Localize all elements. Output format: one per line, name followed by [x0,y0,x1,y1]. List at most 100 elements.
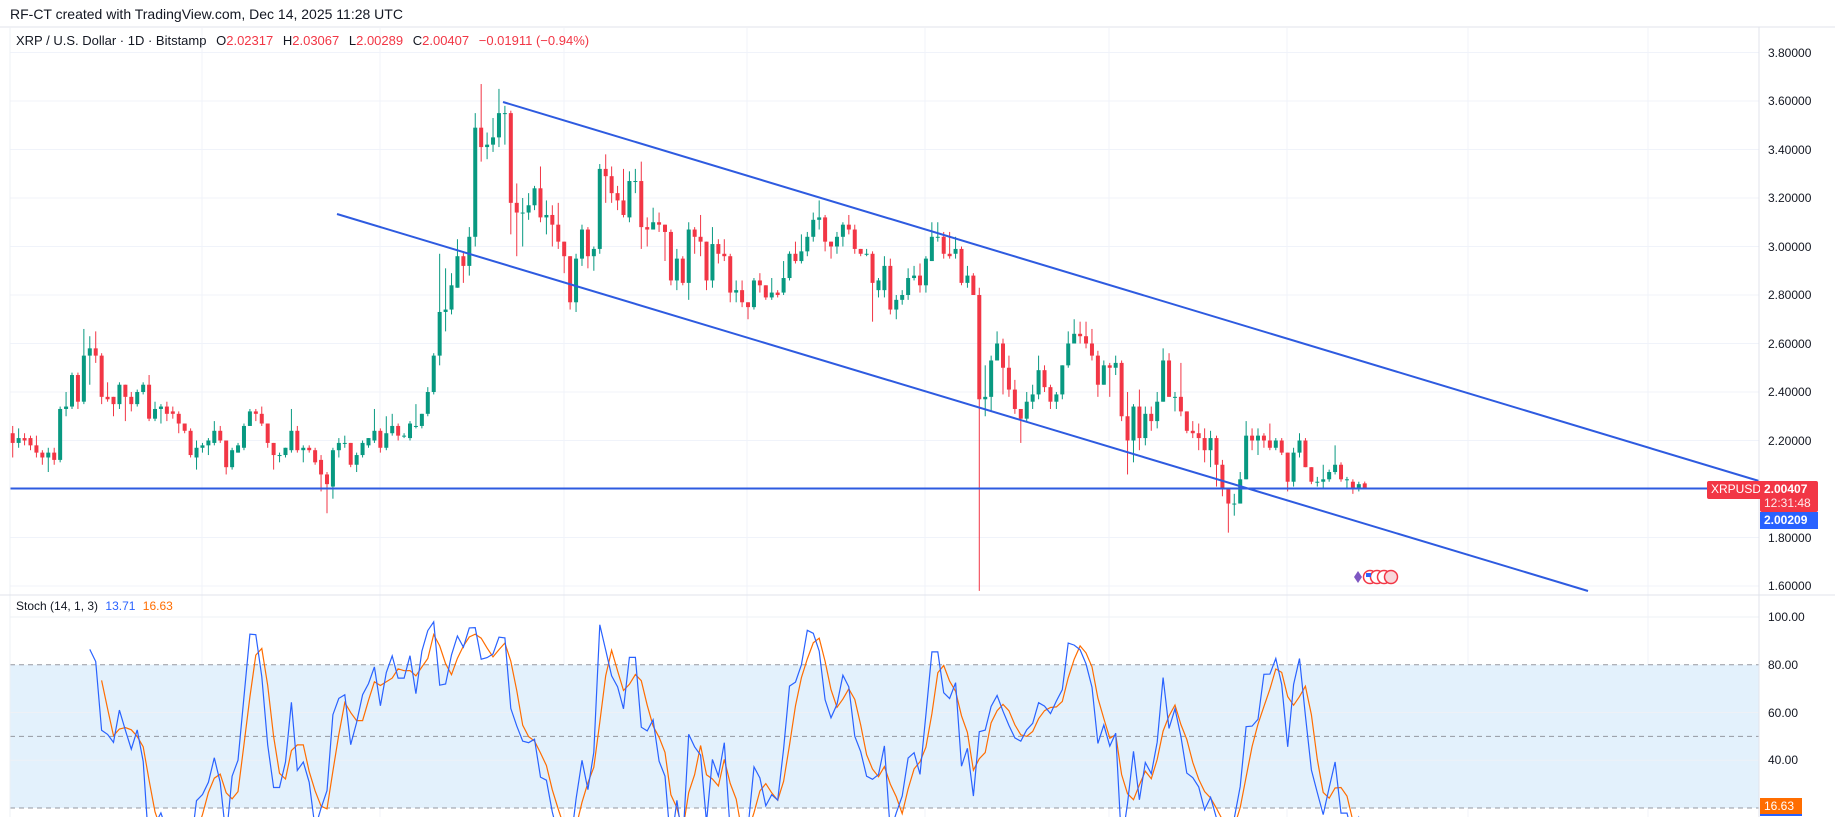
candle-down [1001,343,1006,368]
candle-up [526,205,531,213]
price-tick-label: 3.60000 [1768,94,1812,108]
stoch-tick-label: 60.00 [1768,705,1799,720]
candle-up [532,188,537,206]
candle-down [550,214,555,225]
candle-up [1143,413,1148,439]
candle-up [544,214,549,218]
candle-down [1012,389,1017,409]
candle-down [1196,433,1201,439]
candle-up [384,433,389,448]
candle-up [81,355,86,402]
stoch-d-value: 16.63 [142,599,173,613]
candle-down [93,348,98,356]
candle-down [1167,360,1172,397]
candle-down [870,253,875,283]
us-flag-icon[interactable] [1383,569,1399,585]
stoch-pane [10,616,1759,817]
candle-down [568,256,573,303]
candle-up [1030,394,1035,402]
candle-up [811,219,816,237]
candle-up [574,258,579,303]
candle-up [491,137,496,145]
candle-up [117,384,122,405]
price-tick-label: 2.60000 [1768,336,1812,351]
candle-up [1036,370,1041,395]
price-tick-label: 2.20000 [1768,433,1812,448]
price-tick-label: 3.00000 [1768,239,1812,254]
candle-up [686,229,691,283]
stoch-title[interactable]: Stoch (14, 1, 3) [16,599,99,613]
candle-down [514,202,519,213]
candle-up [485,144,490,148]
candle-up [900,295,905,300]
candle-down [1261,435,1266,441]
candle-up [995,343,1000,361]
event-diamond-icon[interactable] [1354,571,1362,583]
candle-up [1208,438,1213,451]
candle-down [645,227,650,230]
candle-up [366,438,371,446]
candle-down [1250,435,1255,441]
candle-down [971,275,976,295]
candle-down [977,295,982,400]
candle-down [307,447,312,451]
candle-up [1256,435,1260,441]
candle-up [230,450,235,468]
candle-up [194,447,199,458]
candle-up [1066,343,1071,366]
candle-down [663,224,667,232]
candle-up [241,425,246,448]
candle-up [496,113,501,138]
close-value: 2.00407 [422,33,470,48]
candle-up [277,455,282,457]
candle-up [627,181,632,218]
candle-up [1054,394,1059,402]
candle-down [680,258,685,283]
candle-up [674,258,679,281]
candle-down [585,229,590,257]
candle-up [16,438,21,443]
event-markers[interactable] [1352,569,1408,585]
candle-down [1048,387,1053,402]
candle-down [1279,440,1284,453]
candle-up [781,278,786,293]
candle-up [1333,464,1338,473]
last-price-tag: 2.00407 12:31:48 [1760,481,1818,512]
candle-up [1131,406,1136,441]
candle-down [556,224,561,242]
stoch-d-line [101,632,1353,817]
candle-down [1078,333,1083,337]
stoch-legend: Stoch (14, 1, 3) 13.71 16.63 [16,599,173,613]
candle-up [1297,440,1302,453]
candle-up [840,224,845,237]
candle-up [467,236,472,266]
candle-down [1220,464,1225,489]
candle-up [817,217,822,220]
candle-down [1339,464,1344,480]
symbol-legend: XRP / U.S. Dollar · 1D · Bitstamp O2.023… [16,33,595,48]
candle-down [295,430,300,451]
candle-down [319,459,324,475]
candle-down [479,127,484,148]
candle-up [651,222,656,230]
candle-down [99,355,104,397]
candles [10,84,1367,591]
candle-down [271,442,276,456]
candle-down [182,423,187,431]
candle-down [668,231,673,281]
candle-up [864,253,869,255]
candle-up [336,442,341,451]
candle-down [1190,430,1195,434]
stoch-tick-label: 80.00 [1768,657,1799,672]
drawings [10,101,1760,592]
open-value: 2.02317 [226,33,274,48]
symbol-title[interactable]: XRP / U.S. Dollar · 1D · Bitstamp [16,33,207,48]
candle-down [105,396,110,400]
candle-down [1089,343,1094,356]
candle-down [858,248,863,254]
candle-down [1350,481,1355,489]
candle-down [1362,483,1367,489]
candle-up [710,244,715,281]
candle-up [449,285,454,310]
